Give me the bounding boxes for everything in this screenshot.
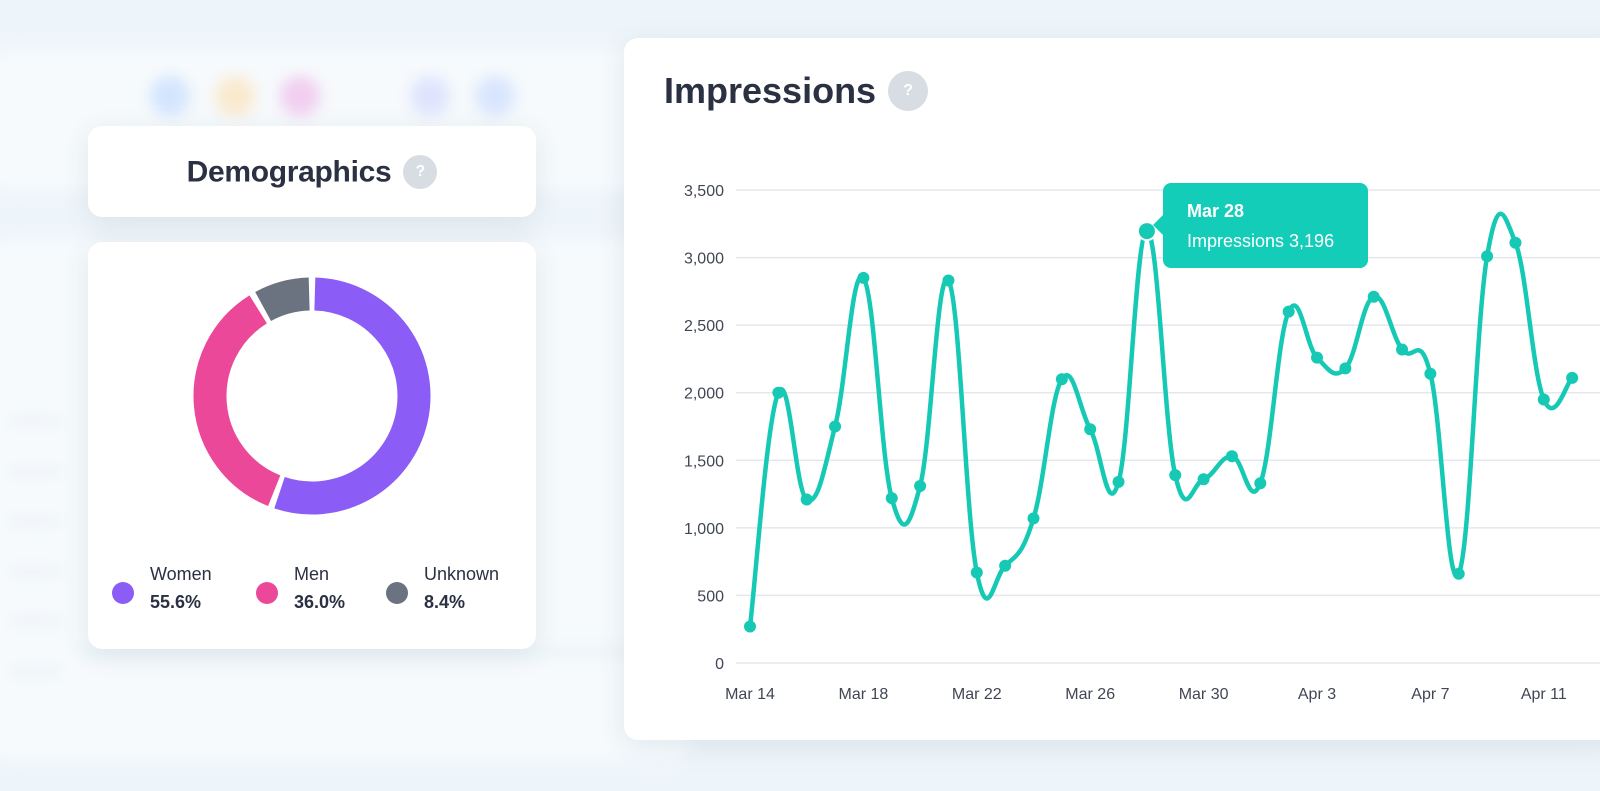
legend-value: 8.4%: [424, 592, 466, 612]
data-point[interactable]: [744, 620, 756, 633]
data-point[interactable]: [1282, 305, 1295, 318]
data-point[interactable]: [1311, 351, 1323, 364]
y-tick-label: 2,500: [684, 318, 724, 335]
x-tick-label: Mar 30: [1179, 686, 1229, 703]
x-tick-label: Mar 22: [952, 686, 1002, 703]
data-point[interactable]: [885, 492, 898, 505]
data-point[interactable]: [1424, 367, 1437, 380]
impressions-title: Impressions?: [664, 70, 929, 112]
data-point[interactable]: [1027, 512, 1040, 525]
demographics-title-text: Demographics: [186, 155, 392, 189]
x-tick-label: Apr 11: [1521, 686, 1567, 703]
x-tick-label: Mar 14: [725, 686, 775, 703]
impressions-title-text: Impressions: [664, 70, 877, 111]
tooltip-date: Mar 28: [1187, 201, 1245, 221]
data-point[interactable]: [1169, 469, 1182, 482]
data-point[interactable]: [942, 274, 955, 287]
donut-slice-women[interactable]: [274, 277, 431, 515]
data-point[interactable]: [829, 420, 842, 433]
legend-label: Men: [294, 564, 330, 584]
y-tick-label: 500: [697, 588, 724, 605]
data-point[interactable]: [772, 386, 785, 399]
demographics-chart-card: Women 55.6% Men 36.0% Unknown 8.4%: [88, 242, 536, 649]
x-tick-label: Apr 7: [1411, 686, 1449, 703]
x-tick-label: Apr 3: [1298, 686, 1336, 703]
y-tick-label: 0: [715, 656, 724, 673]
data-point[interactable]: [1339, 362, 1352, 375]
data-point[interactable]: [1084, 423, 1097, 436]
impressions-series-line: [747, 211, 1575, 629]
demographics-donut-chart: [193, 277, 431, 515]
y-tick-label: 3,000: [684, 251, 724, 268]
help-icon[interactable]: ?: [403, 154, 438, 189]
tooltip-value: Impressions 3,196: [1187, 231, 1335, 251]
data-point[interactable]: [1396, 343, 1409, 356]
donut-slice-men[interactable]: [193, 295, 281, 507]
legend-dot: [256, 582, 278, 604]
series-points: [744, 221, 1579, 633]
y-tick-label: 2,000: [684, 386, 724, 403]
data-point[interactable]: [970, 566, 983, 579]
legend-value: 55.6%: [150, 592, 202, 612]
legend-label: Unknown: [424, 564, 500, 584]
data-point[interactable]: [1452, 567, 1465, 580]
x-tick-label: Mar 26: [1065, 686, 1115, 703]
demographics-title: Demographics?: [88, 126, 536, 217]
data-point[interactable]: [1537, 393, 1550, 406]
demographics-header-card: Demographics?: [88, 126, 536, 217]
data-point[interactable]: [1254, 477, 1267, 490]
impressions-line-chart: 0 500 1,000 1,500 2,000 2,500 3,000 3,500 Mar 14…: [684, 183, 1600, 703]
legend-dot: [112, 582, 134, 604]
data-point[interactable]: [1225, 450, 1238, 463]
donut-slice-unknown[interactable]: [255, 277, 311, 322]
data-point[interactable]: [1112, 475, 1125, 488]
y-tick-label: 1,000: [684, 521, 724, 538]
data-point[interactable]: [1055, 373, 1068, 386]
data-point[interactable]: [1197, 473, 1210, 486]
chart-tooltip: Mar 28 Impressions 3,196: [1153, 183, 1368, 268]
help-icon[interactable]: ?: [888, 71, 929, 111]
y-tick-label: 3,500: [684, 183, 724, 200]
impressions-card: Impressions? 0 500 1,000 1,500 2,000 2,500 3,0…: [624, 38, 1600, 740]
legend-dot: [386, 582, 408, 604]
legend-label: Women: [150, 564, 212, 584]
data-point[interactable]: [914, 479, 927, 492]
data-point[interactable]: [857, 271, 870, 284]
data-point[interactable]: [1367, 290, 1380, 303]
legend-value: 36.0%: [294, 592, 346, 612]
data-point[interactable]: [1481, 250, 1494, 263]
data-point[interactable]: [1566, 371, 1579, 384]
data-point[interactable]: [999, 559, 1012, 572]
data-point[interactable]: [800, 493, 813, 506]
data-point[interactable]: [1509, 236, 1522, 249]
y-tick-label: 1,500: [684, 453, 724, 470]
x-tick-label: Mar 18: [839, 686, 889, 703]
